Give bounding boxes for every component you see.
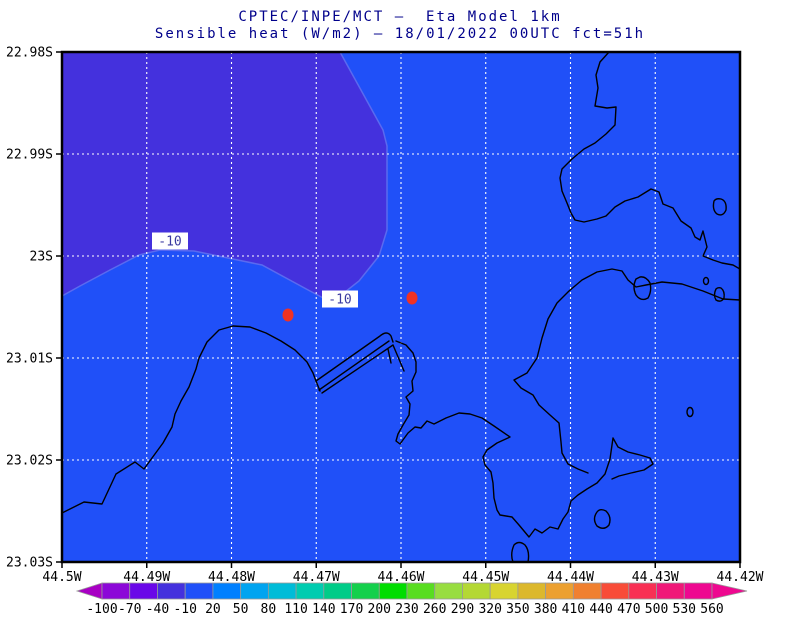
colorbar-segment bbox=[212, 582, 242, 600]
x-axis-label: 44.47W bbox=[293, 570, 340, 585]
colorbar-tick-label: 140 bbox=[312, 602, 335, 617]
axis-ticks bbox=[56, 51, 741, 568]
colorbar-tick-label: 290 bbox=[451, 602, 474, 617]
colorbar-tick-label: 380 bbox=[534, 602, 557, 617]
colorbar-segment bbox=[129, 582, 158, 600]
coastline-mainland-west bbox=[62, 325, 317, 514]
gridlines bbox=[62, 52, 740, 562]
colorbar-segment bbox=[101, 582, 131, 600]
colorbar-right-arrow bbox=[711, 582, 748, 600]
colorbar-segment bbox=[683, 582, 713, 600]
coastline-east-landmass-west-shore bbox=[513, 268, 740, 474]
colorbar-tick-label: 560 bbox=[700, 602, 723, 617]
coastlines bbox=[62, 52, 740, 562]
colorbar-tick-label: 170 bbox=[340, 602, 363, 617]
station-dot bbox=[406, 291, 418, 305]
colorbar-tick-label: 350 bbox=[506, 602, 529, 617]
y-axis-label: 23S bbox=[30, 250, 53, 265]
colorbar-tick-label: -70 bbox=[118, 602, 141, 617]
coastline-north-island bbox=[559, 52, 740, 270]
colorbar-tick-label: -10 bbox=[173, 602, 196, 617]
colorbar-tick-label: 410 bbox=[562, 602, 585, 617]
contour-label-box bbox=[152, 232, 188, 250]
colorbar-segment bbox=[378, 582, 408, 600]
colorbar-segment bbox=[434, 582, 463, 600]
colorbar-segment bbox=[184, 582, 214, 600]
station-dot bbox=[282, 308, 294, 322]
colorbar-tick-label: 440 bbox=[589, 602, 612, 617]
colorbar-segment bbox=[406, 582, 436, 600]
y-axis-label: 22.99S bbox=[6, 148, 53, 163]
islet-tiny-east-1 bbox=[702, 276, 710, 286]
contour-label-box bbox=[322, 290, 358, 308]
colorbar-segment bbox=[656, 582, 685, 600]
contour-label: -10 bbox=[158, 235, 181, 250]
plot-title-line2: Sensible heat (W/m2) — 18/01/2022 00UTC … bbox=[155, 26, 645, 42]
colorbar-tick-label: 20 bbox=[205, 602, 221, 617]
colorbar-tick-label: 530 bbox=[673, 602, 696, 617]
colorbar-segment bbox=[240, 582, 269, 600]
colorbar-tick-label: 80 bbox=[261, 602, 277, 617]
coastline-sand-strip bbox=[315, 332, 405, 394]
colorbar-segment bbox=[157, 582, 186, 600]
colorbar-segment bbox=[517, 582, 547, 600]
y-axis-label: 23.02S bbox=[6, 454, 53, 469]
colorbar-tick-label: 110 bbox=[284, 602, 307, 617]
colorbar-legend: -100 -70 -40 -10 20 50 80 110 140 170 200 230 260 290… bbox=[75, 582, 748, 617]
colorbar-segment bbox=[545, 582, 574, 600]
colorbar-segment bbox=[351, 582, 380, 600]
colorbar-segment bbox=[295, 582, 325, 600]
colorbar-segment bbox=[628, 582, 657, 600]
islet-ring-northeast bbox=[712, 198, 727, 216]
colorbar-segment bbox=[462, 582, 491, 600]
colorbar-tick-label: 500 bbox=[645, 602, 668, 617]
colorbar-tick-label: 50 bbox=[233, 602, 249, 617]
islet-south-1 bbox=[593, 509, 611, 529]
islet-tiny-east-2 bbox=[713, 286, 725, 302]
colorbar-tick-label: -40 bbox=[146, 602, 169, 617]
plot-title-line1: CPTEC/INPE/MCT — Eta Model 1km bbox=[238, 9, 561, 25]
y-axis-label: 22.98S bbox=[6, 46, 53, 61]
x-axis-label: 44.46W bbox=[378, 570, 425, 585]
colorbar-segment bbox=[267, 582, 297, 600]
islet-south-bottom bbox=[511, 541, 530, 562]
y-axis-label: 23.03S bbox=[6, 556, 53, 571]
colorbar-segment bbox=[323, 582, 352, 600]
y-axis-label: 23.01S bbox=[6, 352, 53, 367]
colorbar-tick-label: 470 bbox=[617, 602, 640, 617]
x-axis-label: 44.44W bbox=[547, 570, 594, 585]
islet-mid-east bbox=[633, 276, 652, 301]
x-axis-label: 44.5W bbox=[42, 570, 81, 585]
colorbar-tick-label: 320 bbox=[478, 602, 501, 617]
islet-tiny-southeast bbox=[686, 406, 694, 418]
field-region-below-minus10 bbox=[62, 52, 388, 301]
x-axis-label: 44.49W bbox=[123, 570, 170, 585]
x-axis-label: 44.42W bbox=[717, 570, 764, 585]
map-overlays: -10 -10 bbox=[152, 232, 418, 322]
colorbar-tick-label: 260 bbox=[423, 602, 446, 617]
x-axis-label: 44.45W bbox=[462, 570, 509, 585]
colorbar-tick-label: 230 bbox=[395, 602, 418, 617]
contour-label: -10 bbox=[328, 293, 351, 308]
x-axis-label: 44.48W bbox=[208, 570, 255, 585]
colorbar-left-arrow bbox=[75, 582, 103, 600]
x-axis-label: 44.43W bbox=[632, 570, 679, 585]
colorbar-tick-label: -100 bbox=[86, 602, 117, 617]
colorbar-tick-label: 200 bbox=[368, 602, 391, 617]
colorbar-segment bbox=[600, 582, 630, 600]
colorbar-segment bbox=[489, 582, 519, 600]
colorbar-segment bbox=[572, 582, 602, 600]
coastline-central-peninsula-and-bay bbox=[395, 340, 654, 538]
